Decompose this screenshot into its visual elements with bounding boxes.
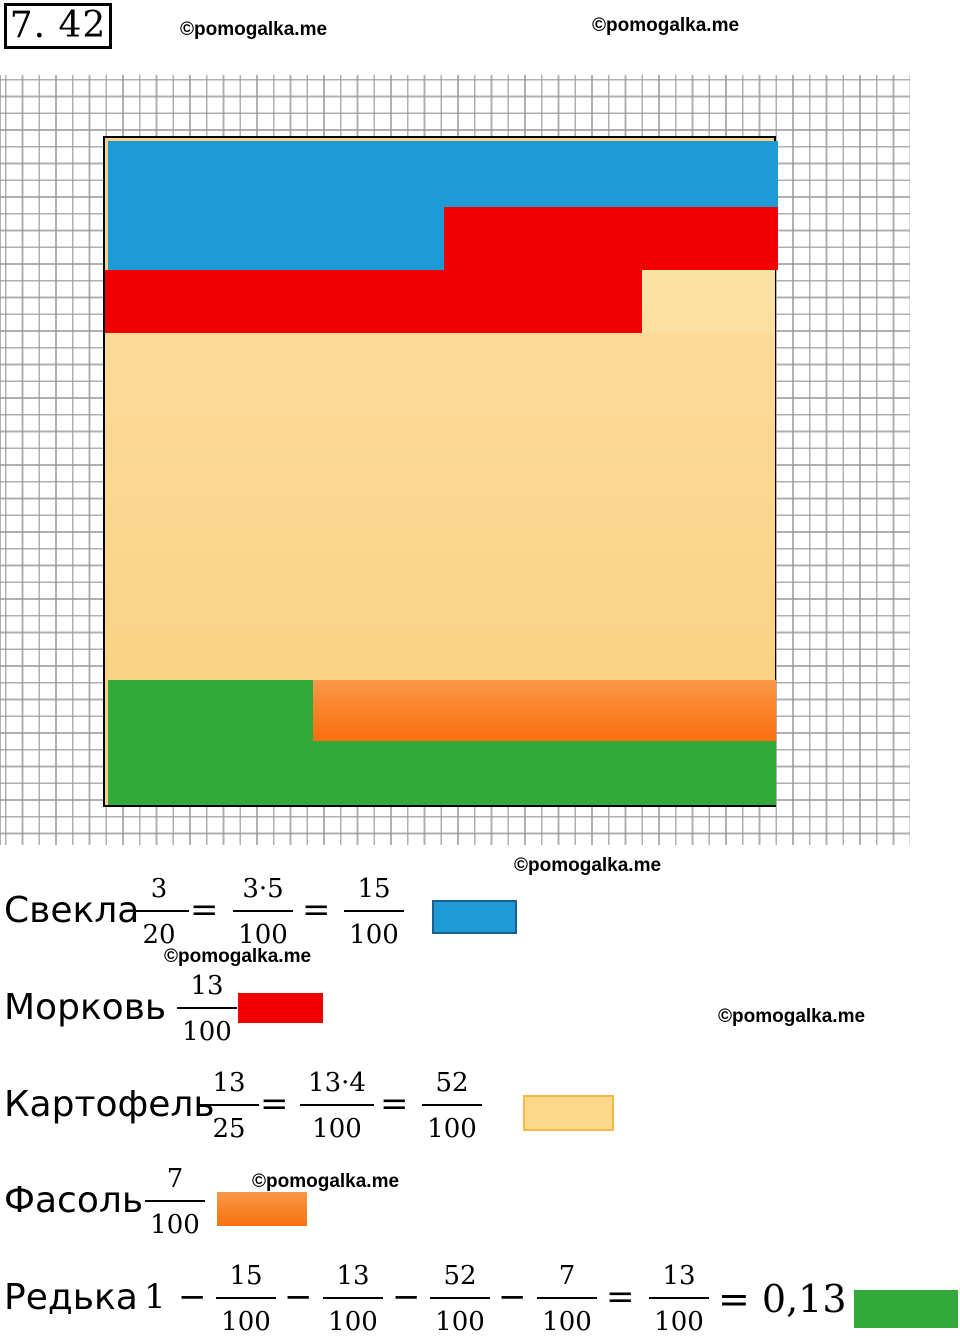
carrot-fraction: 13 100 xyxy=(177,969,237,1049)
minus-sign: − xyxy=(498,1277,527,1317)
minus-sign: − xyxy=(392,1277,421,1317)
minus-sign: − xyxy=(178,1277,207,1317)
fraction-bar xyxy=(344,910,404,912)
fraction-denominator: 100 xyxy=(328,1307,378,1337)
radish-fraction: 13 100 xyxy=(649,1259,709,1339)
fraction-denominator: 100 xyxy=(427,1114,477,1144)
potato-fraction: 13·4 100 xyxy=(300,1066,374,1146)
potato-fraction: 13 25 xyxy=(199,1066,259,1146)
fraction-bar xyxy=(422,1104,482,1106)
fraction-denominator: 25 xyxy=(212,1114,246,1144)
beet-fraction: 3 20 xyxy=(129,872,189,952)
equals-sign: = xyxy=(606,1277,635,1317)
potato-region xyxy=(105,333,775,680)
fraction-bar xyxy=(430,1297,490,1299)
radish-color-swatch xyxy=(854,1290,958,1328)
equals-sign: = xyxy=(260,1084,289,1124)
fraction-bar xyxy=(300,1104,374,1106)
fraction-bar xyxy=(177,1007,237,1009)
bean-fraction: 7 100 xyxy=(145,1162,205,1242)
fraction-numerator: 15 xyxy=(229,1261,263,1291)
radish-fraction: 15 100 xyxy=(216,1259,276,1339)
potato-label: Картофель xyxy=(4,1084,215,1125)
watermark: ©pomogalka.me xyxy=(514,855,662,876)
fraction-numerator: 3 xyxy=(150,874,168,904)
carrot-region xyxy=(444,207,778,270)
carrot-region xyxy=(105,270,642,333)
bean-region xyxy=(313,680,776,741)
fraction-numerator: 3·5 xyxy=(242,874,284,904)
radish-fraction: 7 100 xyxy=(537,1259,597,1339)
fraction-numerator: 13 xyxy=(212,1068,246,1098)
fraction-numerator: 52 xyxy=(435,1068,469,1098)
watermark: ©pomogalka.me xyxy=(592,15,740,36)
beet-label: Свекла xyxy=(4,890,140,931)
beet-fraction: 15 100 xyxy=(344,872,404,952)
beet-color-swatch xyxy=(432,900,517,934)
carrot-label: Морковь xyxy=(4,987,167,1028)
fraction-denominator: 100 xyxy=(654,1307,704,1337)
fraction-bar xyxy=(216,1297,276,1299)
beet-region xyxy=(108,141,778,207)
fraction-denominator: 100 xyxy=(312,1114,362,1144)
fraction-bar xyxy=(649,1297,709,1299)
fraction-numerator: 13 xyxy=(336,1261,370,1291)
watermark: ©pomogalka.me xyxy=(718,1006,866,1027)
fraction-numerator: 52 xyxy=(443,1261,477,1291)
fraction-denominator: 100 xyxy=(238,920,288,950)
watermark: ©pomogalka.me xyxy=(252,1171,400,1192)
hundred-square-diagram xyxy=(103,136,778,807)
bean-label: Фасоль xyxy=(4,1180,144,1221)
potato-color-swatch xyxy=(523,1095,614,1131)
beet-region xyxy=(108,207,444,270)
equals-sign: = xyxy=(380,1084,409,1124)
fraction-denominator: 100 xyxy=(182,1017,232,1047)
fraction-numerator: 13 xyxy=(662,1261,696,1291)
radish-label: Редька xyxy=(4,1277,138,1318)
minus-sign: − xyxy=(284,1277,313,1317)
fraction-numerator: 15 xyxy=(357,874,391,904)
fraction-denominator: 100 xyxy=(435,1307,485,1337)
radish-result: = 0,13 xyxy=(718,1277,847,1321)
radish-fraction: 52 100 xyxy=(430,1259,490,1339)
fraction-denominator: 100 xyxy=(542,1307,592,1337)
equals-sign: = xyxy=(302,890,331,930)
fraction-bar xyxy=(323,1297,383,1299)
watermark: ©pomogalka.me xyxy=(164,946,312,967)
fraction-denominator: 20 xyxy=(142,920,176,950)
fraction-bar xyxy=(537,1297,597,1299)
fraction-numerator: 7 xyxy=(558,1261,576,1291)
bean-color-swatch xyxy=(217,1192,307,1226)
potato-fraction: 52 100 xyxy=(422,1066,482,1146)
beet-fraction: 3·5 100 xyxy=(233,872,293,952)
fraction-numerator: 7 xyxy=(166,1164,184,1194)
fraction-bar xyxy=(199,1104,259,1106)
watermark: ©pomogalka.me xyxy=(180,19,328,40)
fraction-denominator: 100 xyxy=(221,1307,271,1337)
fraction-bar xyxy=(145,1200,205,1202)
fraction-denominator: 100 xyxy=(349,920,399,950)
equals-sign: = xyxy=(190,890,219,930)
fraction-bar xyxy=(129,910,189,912)
fraction-numerator: 13·4 xyxy=(308,1068,366,1098)
carrot-color-swatch xyxy=(238,993,323,1023)
fraction-numerator: 13 xyxy=(190,971,224,1001)
fraction-denominator: 100 xyxy=(150,1210,200,1240)
fraction-bar xyxy=(233,910,293,912)
whole-one: 1 xyxy=(144,1277,166,1317)
task-number: 7. 42 xyxy=(4,3,112,49)
radish-fraction: 13 100 xyxy=(323,1259,383,1339)
